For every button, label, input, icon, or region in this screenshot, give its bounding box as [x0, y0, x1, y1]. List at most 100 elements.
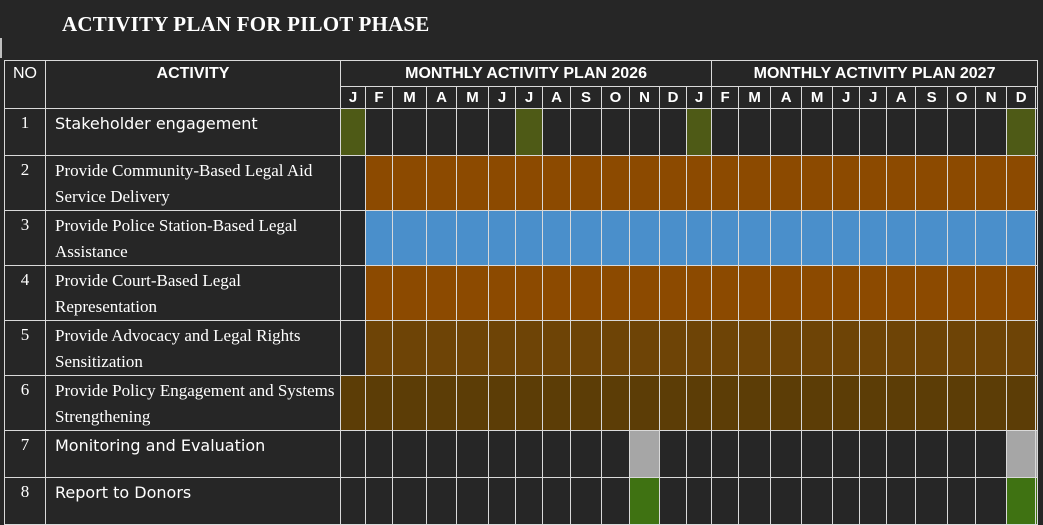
month-cell [570, 265, 602, 321]
month-cell [601, 430, 630, 478]
month-cell [685, 155, 713, 211]
month-header-cell: J [685, 86, 713, 109]
month-header-cell: F [711, 86, 740, 109]
month-cell [975, 210, 1008, 266]
header-no: NO [4, 60, 46, 109]
month-cell [629, 375, 660, 431]
month-cell [859, 108, 888, 156]
month-header-cell: S [570, 86, 602, 109]
month-cell [859, 265, 888, 321]
month-cell [426, 320, 457, 376]
month-cell [340, 320, 366, 376]
month-header-cell: J [859, 86, 888, 109]
month-cell [570, 210, 602, 266]
month-cell [886, 155, 917, 211]
month-cell [542, 430, 571, 478]
month-cell [915, 108, 949, 156]
month-header-cell: O [947, 86, 977, 109]
month-cell [542, 155, 571, 211]
month-cell [456, 430, 489, 478]
month-cell [975, 320, 1008, 376]
month-cell [392, 430, 427, 478]
month-cell [832, 320, 861, 376]
month-cell [1035, 210, 1038, 266]
month-header-cell: A [770, 86, 803, 109]
month-cell [542, 210, 571, 266]
month-cell [915, 210, 949, 266]
month-cell [340, 477, 366, 525]
month-cell [859, 210, 888, 266]
month-cell [392, 375, 427, 431]
month-cell [738, 430, 772, 478]
activity-number: 6 [4, 375, 46, 431]
activity-row: 3 Provide Police Station-Based Legal Assi… [4, 210, 1038, 266]
month-cell [601, 477, 630, 525]
month-cell [488, 108, 516, 156]
month-cell [859, 155, 888, 211]
activity-label: Provide Court-Based Legal Representation [45, 265, 341, 321]
month-cell [915, 375, 949, 431]
month-cell [488, 430, 516, 478]
month-cell [570, 108, 602, 156]
activity-row: 1 Stakeholder engagement [4, 108, 1038, 156]
month-cell [629, 320, 660, 376]
activity-plan-table: NO ACTIVITY MONTHLY ACTIVITY PLAN 2026 M… [4, 60, 1038, 525]
month-cell [915, 320, 949, 376]
month-cell [738, 320, 772, 376]
month-cell [570, 155, 602, 211]
month-cell [685, 375, 713, 431]
month-cell [488, 210, 516, 266]
month-cell [947, 375, 977, 431]
month-cell [915, 430, 949, 478]
month-cell [801, 210, 834, 266]
activity-number: 4 [4, 265, 46, 321]
month-cell [770, 430, 803, 478]
month-cell [801, 265, 834, 321]
month-cell [886, 375, 917, 431]
month-cell [542, 108, 571, 156]
month-cell [801, 108, 834, 156]
month-cell [629, 477, 660, 525]
month-cell [886, 320, 917, 376]
month-cell [832, 430, 861, 478]
month-cell [629, 155, 660, 211]
activity-number: 1 [4, 108, 46, 156]
activity-label: Report to Donors [45, 477, 341, 525]
month-cell [659, 108, 687, 156]
month-cell [1006, 320, 1037, 376]
month-cell [456, 155, 489, 211]
month-cell [601, 210, 630, 266]
month-cell [975, 477, 1008, 525]
month-cell [947, 210, 977, 266]
month-cell [859, 430, 888, 478]
month-cell [601, 265, 630, 321]
header-plan-2027: MONTHLY ACTIVITY PLAN 2027 [711, 60, 1038, 87]
activity-row: 4 Provide Court-Based Legal Representatio… [4, 265, 1038, 321]
month-cell [1035, 375, 1038, 431]
month-header-cell [1035, 86, 1038, 109]
month-cell [570, 477, 602, 525]
month-cell [570, 320, 602, 376]
month-cell [426, 155, 457, 211]
month-cell [738, 265, 772, 321]
header-plan-2026: MONTHLY ACTIVITY PLAN 2026 [339, 60, 713, 87]
month-cell [659, 375, 687, 431]
month-cell [886, 265, 917, 321]
month-cell [392, 108, 427, 156]
month-cell [515, 108, 543, 156]
month-cell [365, 477, 393, 525]
month-cell [975, 108, 1008, 156]
month-cell [801, 477, 834, 525]
month-cell [859, 375, 888, 431]
month-cell [542, 265, 571, 321]
month-cell [515, 375, 543, 431]
month-cell [515, 320, 543, 376]
activity-number: 7 [4, 430, 46, 478]
month-cell [659, 155, 687, 211]
month-cell [886, 430, 917, 478]
month-cell [832, 155, 861, 211]
month-cell [365, 320, 393, 376]
month-header-cell: A [542, 86, 571, 109]
activity-row: 8 Report to Donors [4, 477, 1038, 525]
month-cell [738, 155, 772, 211]
